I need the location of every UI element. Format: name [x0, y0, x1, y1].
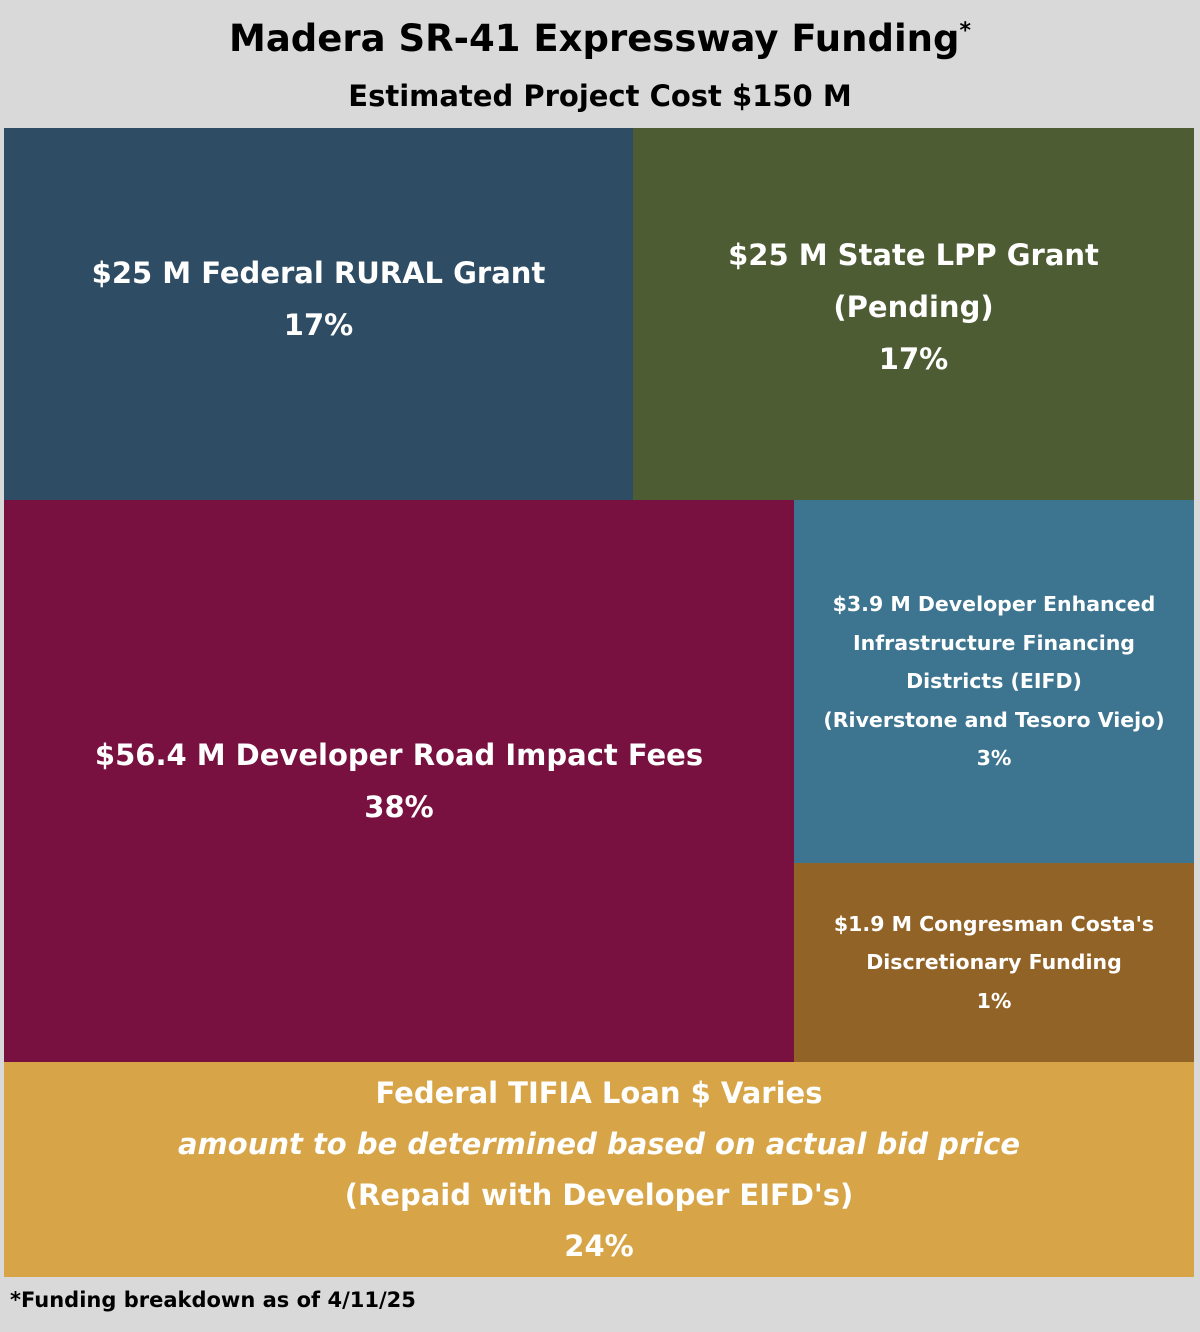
segment-label-line: Federal TIFIA Loan $ Varies	[375, 1075, 823, 1110]
segment-eifd: $3.9 M Developer Enhanced Infrastructure …	[794, 500, 1194, 863]
segment-federal-rural: $25 M Federal RURAL Grant 17%	[4, 128, 633, 500]
segment-label-line: $3.9 M Developer Enhanced	[832, 592, 1156, 617]
segment-state-lpp: $25 M State LPP Grant (Pending) 17%	[633, 128, 1194, 500]
segment-tifia-loan: Federal TIFIA Loan $ Varies amount to be …	[4, 1062, 1194, 1277]
segment-label-line: amount to be determined based on actual …	[177, 1126, 1021, 1161]
chart-subtitle: Estimated Project Cost $150 M	[348, 79, 852, 113]
chart-header: Madera SR-41 Expressway Funding* Estimat…	[0, 0, 1200, 128]
chart-title: Madera SR-41 Expressway Funding*	[0, 14, 1200, 64]
segment-label-line: Districts (EIFD)	[906, 669, 1082, 694]
segment-label-line: (Repaid with Developer EIFD's)	[344, 1177, 854, 1212]
segment-road-impact-fees: $56.4 M Developer Road Impact Fees 38%	[4, 500, 794, 1062]
segment-label-line: (Riverstone and Tesoro Viejo)	[823, 707, 1165, 732]
segment-percent-label: 17%	[283, 308, 354, 342]
chart-title-text: Madera SR-41 Expressway Funding	[229, 17, 960, 60]
segment-label-line: $56.4 M Developer Road Impact Fees	[94, 738, 704, 772]
footnote: *Funding breakdown as of 4/11/25	[10, 1288, 416, 1312]
segment-percent-label: 1%	[976, 988, 1012, 1013]
segment-costa-discretionary: $1.9 M Congresman Costa's Discretionary F…	[794, 863, 1194, 1062]
segment-percent-label: 3%	[976, 746, 1012, 771]
segment-percent-label: 17%	[878, 342, 949, 376]
segment-label-line: Discretionary Funding	[866, 950, 1122, 975]
segment-label-line: Infrastructure Financing	[853, 630, 1135, 655]
segment-label-line: $25 M Federal RURAL Grant	[91, 256, 546, 290]
segment-label-line: $25 M State LPP Grant	[728, 238, 1099, 272]
chart-title-mark: *	[959, 18, 971, 44]
segment-percent-label: 38%	[364, 790, 434, 824]
segment-label-line: (Pending)	[833, 290, 994, 324]
segment-percent-label: 24%	[564, 1228, 634, 1263]
segment-label-line: $1.9 M Congresman Costa's	[833, 911, 1155, 936]
